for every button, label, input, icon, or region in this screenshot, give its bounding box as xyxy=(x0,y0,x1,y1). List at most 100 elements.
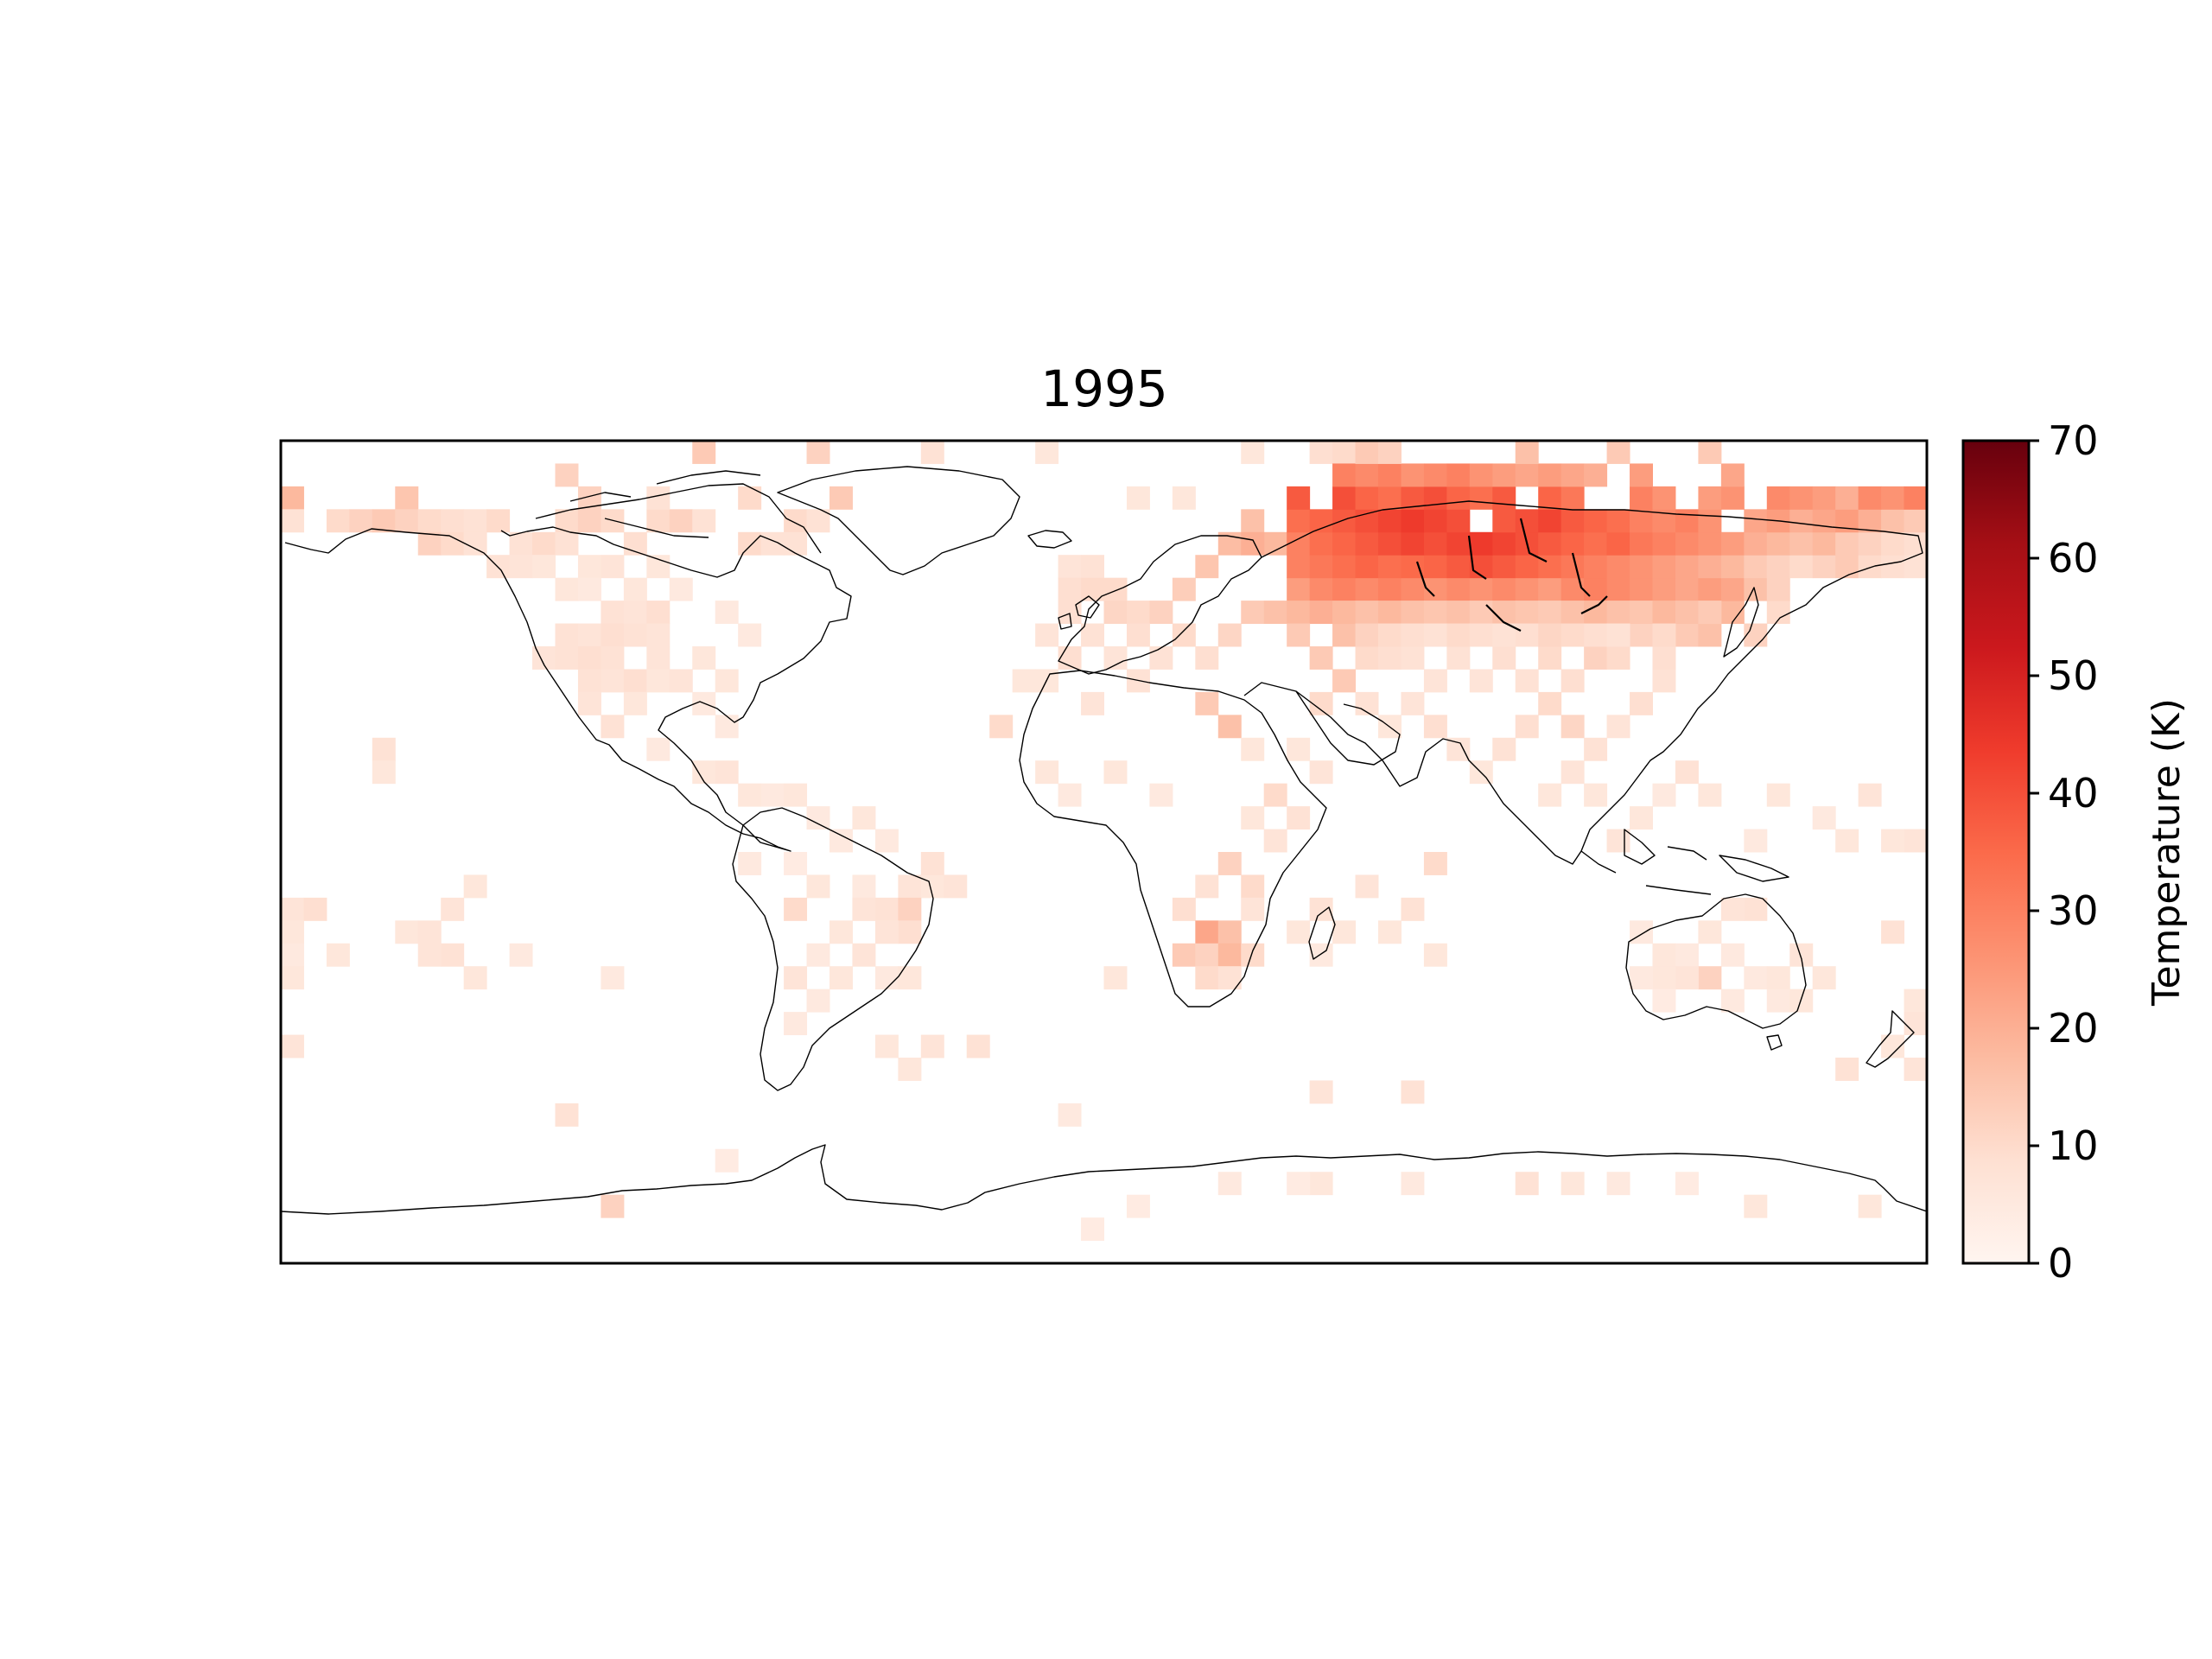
heatmap-cell xyxy=(1789,509,1814,533)
heatmap-cell xyxy=(784,852,808,875)
heatmap-cell xyxy=(1538,783,1562,807)
colorbar-tick-label: 60 xyxy=(2048,535,2099,582)
heatmap-cell xyxy=(1103,760,1128,785)
heatmap-cell xyxy=(1560,760,1585,785)
heatmap-cell xyxy=(1332,577,1357,601)
heatmap-cell xyxy=(852,806,876,830)
heatmap-cell xyxy=(1698,441,1722,464)
heatmap-cell xyxy=(1378,601,1402,625)
heatmap-cell xyxy=(898,874,922,899)
heatmap-cell xyxy=(601,646,625,670)
coastline-new-zealand xyxy=(1866,1010,1915,1068)
heatmap-cell xyxy=(1378,920,1402,944)
heatmap-cell xyxy=(1766,783,1790,807)
heatmap-cell xyxy=(1560,486,1585,510)
heatmap-cell xyxy=(326,509,350,533)
heatmap-cell xyxy=(1287,509,1311,533)
heatmap-cell xyxy=(806,509,830,533)
heatmap-cell xyxy=(577,669,601,693)
heatmap-cell xyxy=(1652,966,1676,990)
heatmap-cell xyxy=(1630,509,1653,533)
heatmap-cell xyxy=(1584,509,1608,533)
heatmap-cell xyxy=(555,463,579,487)
heatmap-cell xyxy=(1606,623,1630,647)
heatmap-cell xyxy=(646,646,671,670)
heatmap-cell xyxy=(281,486,304,510)
heatmap-cell xyxy=(646,623,671,647)
heatmap-cell xyxy=(1515,577,1539,601)
heatmap-cell xyxy=(555,1103,579,1127)
heatmap-cell xyxy=(1217,623,1242,647)
heatmap-cell xyxy=(417,920,442,944)
heatmap-cell xyxy=(1492,463,1516,487)
heatmap-cell xyxy=(852,943,876,967)
heatmap-cell xyxy=(326,943,350,967)
heatmap-cell xyxy=(1241,509,1265,533)
heatmap-cell xyxy=(1858,783,1882,807)
heatmap-cell xyxy=(920,852,944,875)
heatmap-cell xyxy=(1309,441,1333,464)
heatmap-cell xyxy=(1217,943,1242,967)
chart-title: 1995 xyxy=(1040,359,1168,418)
heatmap-cell xyxy=(1606,646,1630,670)
heatmap-cell xyxy=(1149,646,1173,670)
heatmap-cell xyxy=(1560,531,1585,556)
heatmap-cell xyxy=(1355,691,1379,715)
heatmap-cell xyxy=(372,760,396,785)
heatmap-cell xyxy=(463,531,487,556)
heatmap-cell xyxy=(1560,577,1585,601)
heatmap-cell xyxy=(1355,555,1379,579)
heatmap-cell xyxy=(1720,486,1745,510)
heatmap-cell xyxy=(1630,463,1653,487)
heatmap-cell xyxy=(1309,531,1333,556)
heatmap-cell xyxy=(577,577,601,601)
heatmap-cell xyxy=(1766,966,1790,990)
heatmap-cell xyxy=(1584,463,1608,487)
heatmap-cell xyxy=(1560,601,1585,625)
heatmap-cell xyxy=(989,715,1014,739)
heatmap-cell xyxy=(1881,1034,1905,1058)
heatmap-cell xyxy=(1698,966,1722,990)
heatmap-cell xyxy=(1652,601,1676,625)
heatmap-cell xyxy=(281,920,304,944)
heatmap-cell xyxy=(784,783,808,807)
heatmap-cell xyxy=(1217,1172,1242,1196)
heatmap-cell xyxy=(1355,441,1379,464)
heatmap-cell xyxy=(692,509,716,533)
heatmap-cell xyxy=(1744,829,1768,853)
heatmap-cell xyxy=(1744,531,1768,556)
heatmap-cell xyxy=(646,555,671,579)
heatmap-cell xyxy=(1378,646,1402,670)
heatmap-cell xyxy=(784,966,808,990)
heatmap-cell xyxy=(1675,623,1699,647)
heatmap-cell xyxy=(1698,783,1722,807)
heatmap-cell xyxy=(1446,463,1471,487)
heatmap-cell xyxy=(806,874,830,899)
heatmap-cell xyxy=(1058,1103,1082,1127)
heatmap-cell xyxy=(1401,577,1425,601)
heatmap-cell xyxy=(1744,966,1768,990)
coastlines xyxy=(281,466,1927,1215)
heatmap-cell xyxy=(1835,486,1859,510)
heatmap-cell xyxy=(463,509,487,533)
heatmap-cell xyxy=(1126,601,1150,625)
heatmap-cell xyxy=(1241,601,1265,625)
colorbar-tick-label: 70 xyxy=(2048,417,2099,464)
heatmap-cell xyxy=(1241,737,1265,761)
heatmap-cell xyxy=(1446,646,1471,670)
heatmap-cell xyxy=(1538,577,1562,601)
heatmap-cell xyxy=(874,966,899,990)
heatmap-cell xyxy=(1332,463,1357,487)
heatmap-cell xyxy=(1675,1172,1699,1196)
heatmap-cell xyxy=(1332,509,1357,533)
heatmap-cell xyxy=(1287,737,1311,761)
heatmap-cell xyxy=(1217,852,1242,875)
heatmap-cell xyxy=(1355,463,1379,487)
heatmap-cell xyxy=(623,691,647,715)
heatmap-cell xyxy=(830,920,853,944)
heatmap-cell xyxy=(1515,669,1539,693)
heatmap-cell xyxy=(1332,623,1357,647)
heatmap-cell xyxy=(692,441,716,464)
heatmap-cell xyxy=(1012,669,1036,693)
heatmap-cell xyxy=(1423,509,1447,533)
